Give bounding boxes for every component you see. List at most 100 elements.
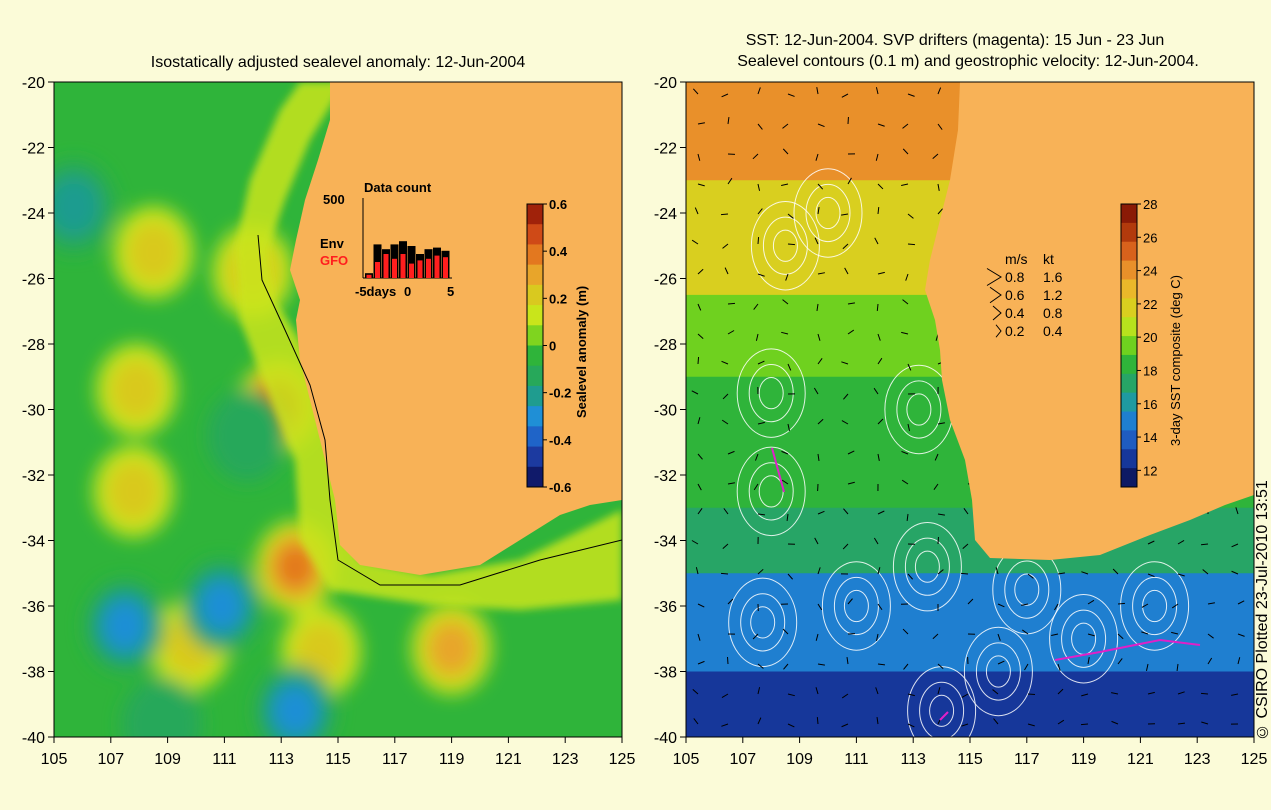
velocity-arrow (1111, 692, 1119, 695)
velocity-arrow (1117, 658, 1123, 665)
velocity-arrow (757, 87, 761, 95)
sst-x-tick-label: 117 (1014, 751, 1040, 768)
velocity-arrow (816, 87, 819, 95)
velocity-arrow (993, 718, 999, 725)
velocity-arrow (694, 207, 699, 215)
drifter-track (1054, 638, 1201, 661)
sealevel-contour (728, 577, 798, 668)
velocity-arrow (1081, 571, 1089, 575)
velocity-arrow (781, 331, 789, 335)
velocity-legend-ms: 0.6 (1005, 287, 1025, 303)
velocity-arrow (877, 123, 885, 127)
sla-colorbar-swatch (527, 426, 543, 448)
sst-title: SST: 12-Jun-2004. SVP drifters (magenta)… (746, 32, 1165, 49)
sealevel-contour (919, 681, 965, 737)
velocity-arrow (1177, 573, 1185, 577)
sst-colorbar-tick-label: 16 (1143, 397, 1157, 412)
velocity-arrow (1051, 633, 1059, 637)
velocity-arrow (877, 603, 883, 611)
velocity-arrow (843, 393, 849, 400)
sla-x-tick-label: 123 (552, 751, 579, 768)
sst-y-axis: -20 -22 -24 -26 -28 -30 -32 -34 -36 -38 -40 (654, 75, 686, 747)
velocity-arrow (1177, 540, 1185, 545)
velocity-arrow (753, 483, 759, 491)
velocity-arrow (1021, 603, 1029, 606)
velocity-arrow (1147, 573, 1155, 578)
velocity-arrow (695, 567, 699, 575)
sla-y-tick-label: -20 (22, 75, 45, 92)
velocity-arrow (907, 213, 914, 219)
sla-y-tick-label: -32 (22, 468, 45, 485)
sla-high-contour (276, 544, 315, 589)
sealevel-contour (815, 196, 841, 230)
sla-high-contour (107, 461, 160, 522)
velocity-arrow (875, 153, 879, 161)
velocity-arrow (907, 693, 915, 697)
inset-title: Data count (364, 180, 432, 195)
inset-xtick-zero: 0 (404, 284, 411, 299)
velocity-arrow (697, 333, 704, 340)
velocity-arrow (817, 418, 824, 425)
sst-x-tick-label: 107 (729, 751, 756, 768)
velocity-arrow (937, 123, 943, 130)
velocity-arrow (937, 513, 945, 516)
sealevel-contour (762, 216, 808, 275)
velocity-arrow (816, 716, 819, 725)
sst-y-tick-label: -22 (654, 141, 677, 158)
velocity-arrow (697, 660, 705, 665)
velocity-arrow (817, 123, 825, 128)
velocity-arrow (721, 419, 729, 425)
velocity-arrow (937, 569, 944, 575)
velocity-arrow (1141, 603, 1149, 608)
velocity-arrow (1177, 722, 1186, 725)
velocity-arrow (697, 453, 703, 460)
velocity-arrow (844, 267, 849, 275)
velocity-arrow (782, 123, 789, 129)
sla-colorbar-swatch (527, 385, 543, 407)
velocity-arrow (847, 177, 852, 185)
velocity-arrow (1171, 603, 1179, 609)
velocity-arrow (722, 393, 729, 400)
sla-x-tick-label: 109 (154, 751, 181, 768)
velocity-arrow (755, 333, 759, 341)
sst-land (925, 82, 1254, 560)
sealevel-contour (1132, 576, 1178, 636)
legend-header-kt: kt (1043, 251, 1054, 267)
sst-colorbar-tick-label: 12 (1143, 463, 1157, 478)
sealevel-contour (750, 606, 776, 639)
sst-colorbar-swatch (1121, 260, 1137, 280)
velocity-arrow (841, 93, 849, 98)
sla-x-tick-label: 119 (439, 751, 465, 768)
velocity-arrow (906, 513, 909, 522)
inset-gfo-bar (400, 254, 406, 278)
velocity-arrow (1202, 569, 1209, 575)
velocity-arrow (721, 693, 729, 698)
velocity-arrow (877, 567, 881, 575)
velocity-arrow (876, 716, 879, 725)
velocity-arrow (757, 236, 760, 245)
velocity-arrow (874, 237, 879, 245)
velocity-arrow (877, 206, 880, 215)
velocity-arrow (1112, 568, 1119, 575)
sla-colorbar-tick-label: 0.2 (549, 291, 567, 306)
velocity-arrow (841, 420, 849, 425)
velocity-arrow (757, 123, 763, 130)
sealevel-contour (1142, 589, 1168, 623)
velocity-arrow (757, 421, 765, 425)
sealevel-contour (748, 462, 794, 521)
velocity-arrow (907, 573, 914, 580)
velocity-arrow (937, 422, 945, 425)
velocity-arrow (781, 479, 789, 485)
velocity-arrow (1117, 633, 1124, 640)
inset-gfo-bar (392, 258, 397, 278)
sla-x-tick-label: 117 (382, 751, 408, 768)
sla-colorbar-label: Sealevel anomaly (m) (574, 286, 589, 418)
velocity-arrow (876, 303, 879, 312)
sla-colorbar-swatch (527, 365, 543, 387)
velocity-arrow (875, 687, 879, 695)
inset-gfo-bar (426, 258, 431, 278)
velocity-arrow (782, 299, 789, 305)
sealevel-contour (736, 348, 806, 438)
velocity-arrow (1111, 720, 1119, 725)
